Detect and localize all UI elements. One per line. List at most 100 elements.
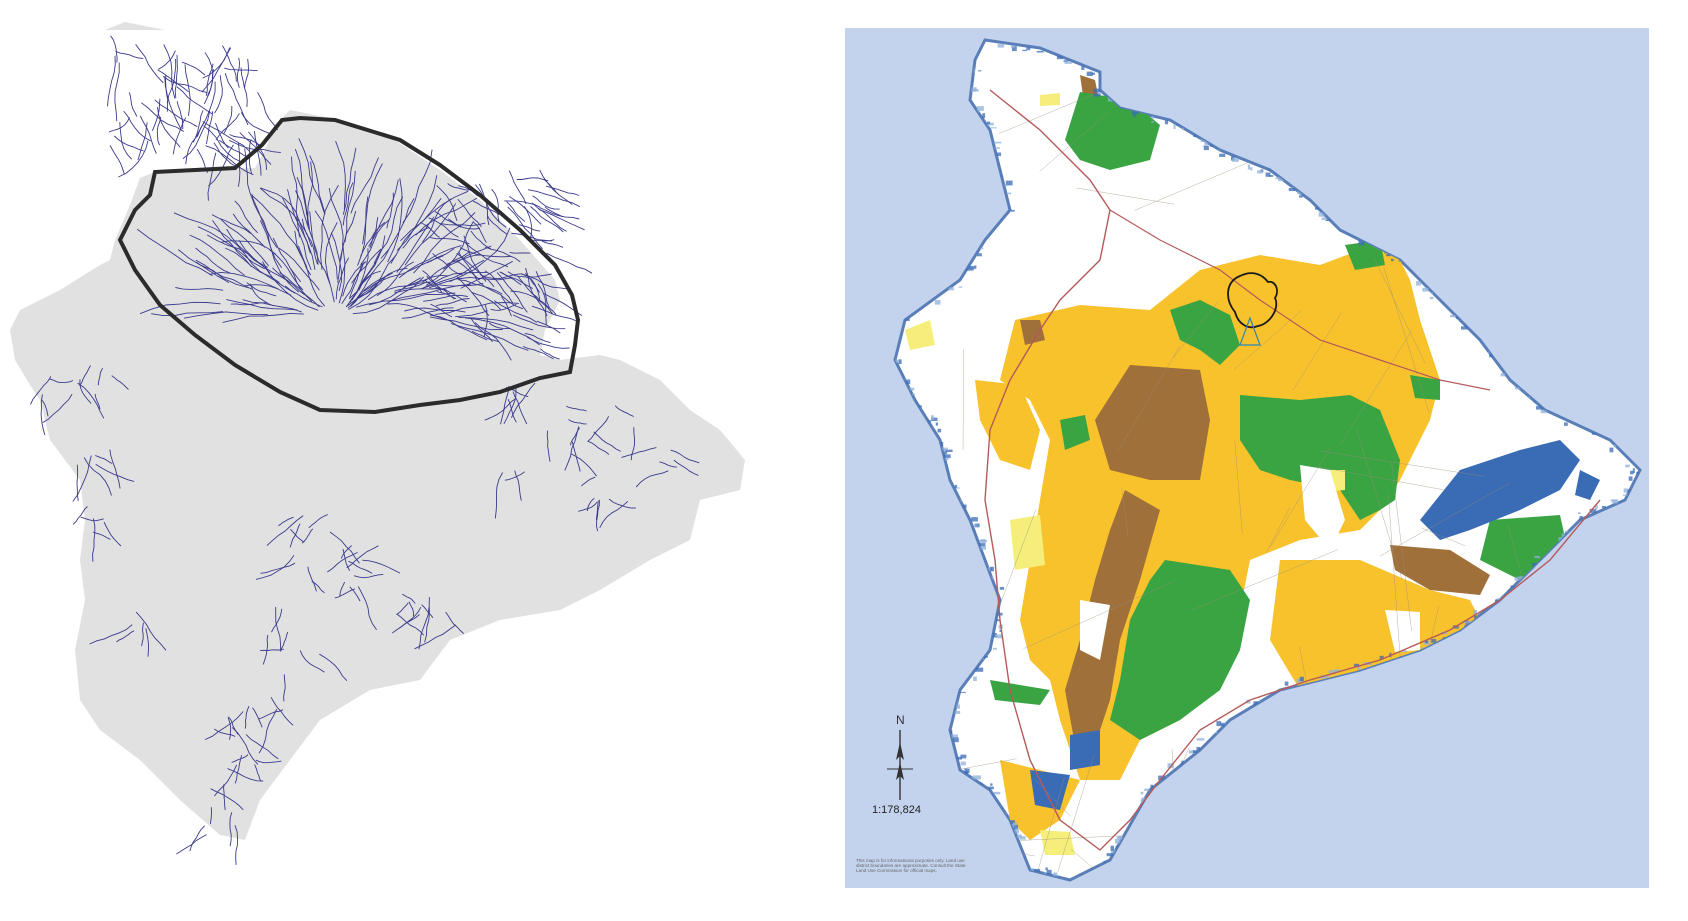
stream-line	[504, 471, 525, 481]
stream-line	[40, 394, 46, 436]
coastal-parcel	[904, 318, 910, 321]
coastal-parcel	[954, 484, 958, 489]
stream-line	[72, 506, 88, 525]
coastal-parcel	[1534, 555, 1540, 559]
coastal-parcel	[1131, 110, 1139, 115]
stream-line	[111, 375, 129, 390]
stream-line	[135, 44, 164, 84]
coastal-parcel	[1425, 640, 1428, 644]
stream-line	[92, 531, 111, 540]
stream-line	[414, 624, 456, 650]
stream-line	[203, 125, 243, 163]
stream-line	[202, 121, 251, 153]
zone-conservation	[975, 380, 1040, 470]
coastal-parcel	[1630, 470, 1634, 475]
coastal-parcel	[1007, 820, 1015, 824]
stream-line	[509, 251, 531, 254]
stream-line	[245, 284, 292, 296]
stream-line	[224, 67, 258, 72]
stream-line	[387, 303, 447, 321]
coastal-parcel	[1265, 172, 1271, 177]
zone-unclassified	[1385, 610, 1420, 652]
stream-line	[252, 195, 302, 257]
stream-line	[484, 270, 514, 304]
parcel-line	[1070, 849, 1167, 880]
stream-line	[447, 218, 481, 230]
stream-line	[42, 393, 73, 423]
stream-line	[430, 237, 470, 245]
stream-line	[532, 195, 560, 210]
coastal-parcel	[1579, 516, 1583, 521]
stream-line	[299, 650, 325, 673]
stream-line	[154, 99, 198, 128]
stream-line	[349, 262, 363, 298]
stream-line	[546, 430, 551, 462]
stream-line	[135, 611, 167, 651]
coastal-parcel	[1188, 750, 1196, 754]
stream-line	[289, 523, 301, 548]
stream-line	[635, 470, 669, 488]
coastal-parcel	[995, 141, 1002, 144]
stream-line	[341, 261, 365, 304]
stream-line	[222, 45, 237, 82]
stream-line	[260, 562, 296, 574]
stream-line	[519, 224, 541, 232]
summit-boundary	[1227, 272, 1278, 329]
parcel-line	[1388, 494, 1401, 663]
coastal-parcel	[1151, 116, 1155, 119]
coastal-parcel	[1253, 701, 1258, 706]
stream-line	[539, 169, 573, 205]
coastal-parcel	[1318, 212, 1325, 217]
coastal-parcel	[999, 586, 1005, 590]
stream-line	[400, 190, 469, 242]
stream-line	[346, 545, 379, 569]
coastal-parcel	[1450, 315, 1456, 318]
coastal-parcel	[1288, 187, 1296, 191]
stream-line	[257, 91, 279, 131]
stream-line	[426, 248, 455, 264]
coastal-parcel	[908, 387, 915, 391]
stream-line	[460, 260, 513, 289]
stream-line	[506, 201, 526, 222]
coastal-parcel	[1275, 177, 1279, 180]
stream-line	[397, 614, 425, 636]
stream-line	[291, 156, 300, 238]
stream-line	[535, 271, 550, 309]
stream-line	[514, 470, 522, 501]
stream-line	[342, 548, 351, 571]
stream-line	[447, 183, 470, 191]
stream-line	[465, 243, 509, 268]
coastal-parcel	[993, 619, 1001, 622]
coastal-parcel	[1133, 114, 1136, 117]
stream-line	[280, 631, 289, 652]
stream-line	[189, 234, 245, 276]
stream-line	[211, 214, 252, 234]
stream-line	[123, 110, 152, 142]
stream-line	[516, 177, 549, 182]
stream-line	[608, 498, 636, 509]
coastal-parcel	[1144, 788, 1150, 791]
stream-line	[566, 405, 587, 412]
coastal-parcel	[980, 539, 986, 544]
coastal-parcel	[1004, 812, 1008, 814]
coastal-parcel	[987, 123, 990, 126]
stream-line	[494, 472, 503, 519]
stream-line	[503, 388, 517, 425]
stream-line	[184, 64, 191, 116]
stream-line	[520, 273, 569, 290]
stream-line	[258, 709, 284, 720]
zone-agriculture	[1010, 515, 1045, 570]
stream-line	[176, 834, 207, 855]
stream-line	[339, 581, 346, 597]
coastal-parcel	[918, 405, 922, 408]
stream-line	[440, 222, 486, 227]
parcel-line	[990, 509, 1037, 631]
stream-line	[500, 271, 533, 289]
coastal-parcel	[1064, 61, 1072, 64]
stream-line	[368, 179, 399, 247]
coastal-parcel	[1379, 655, 1384, 660]
stream-line	[266, 515, 304, 546]
parcel-line	[1383, 266, 1430, 413]
stream-line	[449, 227, 511, 283]
stream-line	[221, 240, 277, 255]
